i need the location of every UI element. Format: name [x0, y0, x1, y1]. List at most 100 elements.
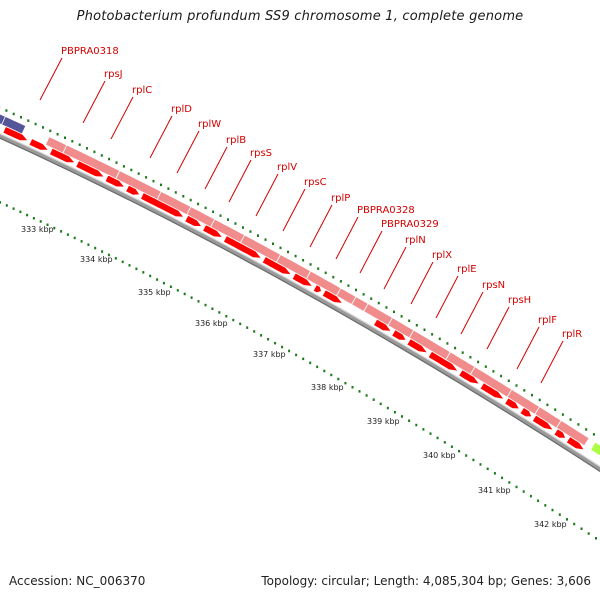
- gene-block-red: [391, 329, 407, 341]
- tick-dot: [436, 436, 439, 440]
- tick-dot: [197, 300, 200, 303]
- tick-dot: [515, 384, 518, 387]
- gene-block-red: [553, 428, 567, 439]
- tick-dot: [128, 264, 131, 267]
- tick-dot: [34, 122, 37, 126]
- tick-dot: [538, 398, 541, 402]
- tick-dot: [592, 433, 595, 436]
- gene-block-red: [28, 138, 50, 151]
- tick-dot: [377, 301, 380, 305]
- tick-dot: [19, 210, 22, 214]
- gene-block-red: [519, 406, 533, 418]
- tick-dot: [393, 310, 395, 314]
- tick-dot: [211, 307, 214, 310]
- gene-block-red: [531, 414, 555, 431]
- tick-dot: [5, 109, 8, 112]
- leader-line: [335, 216, 359, 260]
- leader-line: [383, 246, 407, 290]
- tick-dot: [339, 280, 342, 283]
- tick-dot: [162, 281, 165, 285]
- gene-block-red: [139, 192, 185, 218]
- tick-dot: [60, 230, 63, 233]
- tick-dot: [49, 129, 52, 133]
- leader-line: [255, 173, 279, 217]
- tick-dot: [288, 349, 291, 353]
- tick-dot: [130, 168, 133, 172]
- tick-dot: [337, 377, 340, 381]
- tick-dot: [176, 289, 179, 292]
- kbp-label: 335 kbp: [138, 288, 171, 297]
- tick-dot: [537, 499, 540, 502]
- tick-dot: [249, 230, 252, 233]
- tick-dot: [566, 518, 568, 521]
- gene-block-red: [312, 284, 322, 294]
- gene-block-red: [372, 318, 392, 332]
- tick-dot: [121, 260, 124, 264]
- leader-line: [204, 146, 228, 190]
- tick-dot: [32, 217, 35, 220]
- tick-dot: [86, 147, 88, 150]
- tick-dot: [114, 257, 117, 260]
- tick-dot: [446, 342, 449, 345]
- tick-dot: [94, 246, 97, 250]
- tick-dot: [12, 112, 15, 116]
- topology-text: Topology: circular; Length: 4,085,304 bp…: [261, 574, 591, 588]
- tick-dot: [93, 150, 96, 154]
- tick-dot: [573, 522, 576, 526]
- kbp-label: 340 kbp: [423, 451, 456, 460]
- tick-dot: [257, 234, 259, 237]
- map-title: Photobacterium profundum SS9 chromosome …: [76, 9, 524, 24]
- leader-line: [149, 115, 173, 159]
- tick-dot: [218, 311, 221, 314]
- tick-dot: [400, 315, 403, 318]
- tick-dot: [232, 318, 235, 322]
- backbone-line: [0, 133, 600, 472]
- tick-dot: [80, 240, 83, 243]
- tick-dot: [5, 204, 8, 207]
- leader-line: [486, 306, 510, 350]
- tick-dot: [393, 411, 396, 414]
- gene-label-rpsn: rpsN: [482, 280, 505, 291]
- tick-dot: [156, 278, 159, 281]
- tick-dot: [101, 250, 104, 253]
- tick-dot: [531, 393, 533, 397]
- tick-dot: [501, 476, 504, 480]
- tick-dot: [469, 356, 472, 359]
- tick-dot: [204, 303, 207, 307]
- tick-dot: [302, 259, 305, 262]
- tick-dot: [507, 379, 510, 382]
- tick-dot: [522, 490, 525, 493]
- gene-label-rplc: rplC: [132, 85, 152, 96]
- tick-dot: [372, 398, 375, 401]
- tick-dot: [78, 143, 81, 146]
- tick-dot: [309, 263, 312, 266]
- tick-dot: [204, 206, 207, 210]
- tick-dot: [558, 513, 561, 516]
- tick-dot: [264, 238, 267, 241]
- tick-dot: [493, 472, 496, 475]
- leader-line: [176, 130, 200, 174]
- gene-block-red: [184, 214, 203, 227]
- tick-dot: [492, 370, 495, 373]
- tick-dot: [347, 284, 350, 287]
- tick-dot: [415, 423, 418, 427]
- gene-block-red: [565, 436, 586, 451]
- tick-dot: [42, 126, 44, 129]
- tick-dot: [577, 423, 580, 426]
- leader-line: [309, 204, 333, 248]
- leader-line: [460, 291, 484, 335]
- tick-dot: [100, 154, 103, 157]
- tick-dot: [0, 201, 2, 204]
- tick-dot: [122, 165, 125, 168]
- tick-dot: [344, 381, 347, 385]
- tick-dot: [515, 485, 518, 489]
- tick-dot: [219, 214, 222, 217]
- tick-dot: [330, 373, 333, 377]
- tick-dot: [561, 413, 564, 416]
- tick-dot: [302, 357, 305, 361]
- tick-dot: [212, 210, 215, 213]
- tick-dot: [183, 292, 186, 296]
- tick-dot: [39, 220, 42, 223]
- tick-dot: [242, 226, 244, 229]
